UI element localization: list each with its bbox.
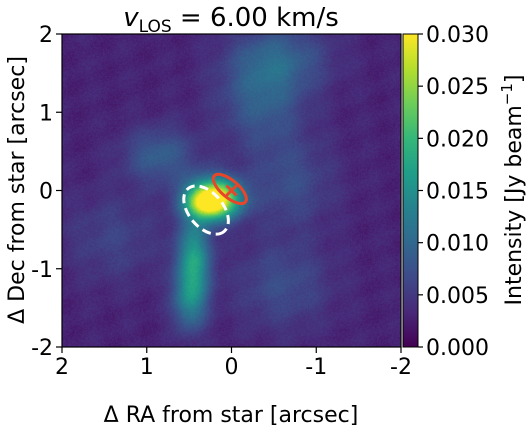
- dashed-ellipse: [182, 184, 230, 236]
- y-tick-label: 0: [39, 180, 53, 205]
- colorbar-tick-label: 0.000: [426, 336, 489, 361]
- x-tick-label: -2: [390, 355, 412, 380]
- x-tick-label: -1: [305, 355, 327, 380]
- colorbar-tick-label: 0.020: [426, 127, 489, 152]
- y-tick-label: 2: [39, 23, 53, 48]
- colorbar-tick-label: 0.010: [426, 232, 489, 257]
- colorbar: [402, 33, 419, 348]
- colorbar-tick-label: 0.030: [426, 23, 489, 48]
- colorbar-tick-label: 0.015: [426, 180, 489, 205]
- y-tick-label: 1: [39, 101, 53, 126]
- x-axis: 2 1 0 -1 -2: [55, 347, 412, 380]
- y-tick-label: -1: [31, 258, 53, 283]
- colorbar-tick-label: 0.005: [426, 284, 489, 309]
- x-tick-label: 1: [140, 355, 154, 380]
- intensity-map: [62, 34, 401, 347]
- solid-ellipse: [211, 172, 248, 206]
- colorbar-ticks: 0.030 0.025 0.020 0.015 0.010 0.005 0.000: [418, 23, 489, 361]
- chart-title: vLOS = 6.00 km/s: [123, 3, 339, 37]
- y-tick-label: -2: [31, 336, 53, 361]
- y-axis: 2 1 0 -1 -2: [31, 23, 62, 361]
- y-axis-label: Δ Dec from star [arcsec]: [5, 56, 30, 324]
- colorbar-tick-label: 0.025: [426, 75, 489, 100]
- x-tick-label: 0: [225, 355, 239, 380]
- x-axis-label: Δ RA from star [arcsec]: [104, 403, 359, 428]
- star-marker: [225, 184, 238, 197]
- colorbar-label: Intensity [Jy beam−1]: [498, 75, 527, 306]
- x-tick-label: 2: [55, 355, 69, 380]
